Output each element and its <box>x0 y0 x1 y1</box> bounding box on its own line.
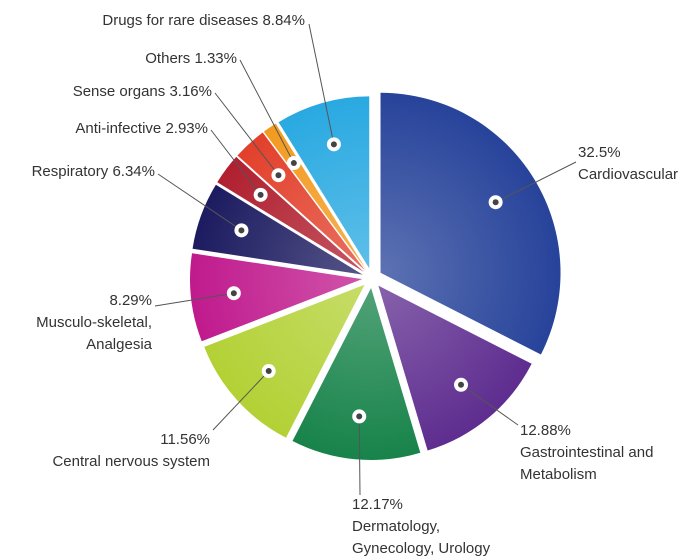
value-label: 6.34% <box>112 163 155 180</box>
pie-slice <box>204 284 365 438</box>
leader-line <box>154 292 234 307</box>
category-label: Cardiovascular <box>578 166 679 183</box>
leader-line <box>358 416 361 496</box>
slice-label: Others 1.33% <box>37 48 237 70</box>
leader-line <box>460 384 519 426</box>
marker-dot <box>265 368 272 375</box>
leader-line <box>495 161 577 203</box>
slice-label: Sense organs 3.16% <box>12 81 212 103</box>
pie-slice <box>378 285 532 451</box>
leader-line <box>239 59 295 164</box>
marker-dot <box>458 381 465 388</box>
pie-slice <box>237 132 366 271</box>
value-label: 2.93% <box>165 120 208 137</box>
leader-line <box>214 92 279 176</box>
marker-dot <box>230 290 237 297</box>
leader-line <box>308 23 335 145</box>
marker-dot <box>275 172 282 179</box>
category-label: Drugs for rare diseases <box>102 12 259 29</box>
value-label: 1.33% <box>194 50 237 67</box>
leader-line <box>212 370 270 431</box>
value-label: 3.16% <box>169 83 212 100</box>
slice-label: 12.17% Dermatology, Gynecology, Urology <box>352 494 502 560</box>
slice-label: Drugs for rare diseases 8.84% <box>5 10 305 32</box>
category-label: Gastrointestinal and Metabolism <box>520 444 654 483</box>
pie-slice <box>192 184 363 275</box>
value-label: 12.17% <box>352 496 403 513</box>
marker-dot <box>330 141 337 148</box>
marker-dot <box>238 227 245 234</box>
slice-label: 32.5% Cardiovascular <box>578 142 698 186</box>
pie-slice <box>292 287 421 460</box>
value-label: 11.56% <box>160 431 210 448</box>
leader-line <box>210 129 262 196</box>
slice-label: 8.29% Musculo-skeletal, Analgesia <box>2 290 152 356</box>
slice-label: Anti-infective 2.93% <box>8 118 208 140</box>
marker-dot <box>290 160 297 167</box>
slice-label: 11.56% Central nervous system <box>0 429 210 473</box>
slice-label: Respiratory 6.34% <box>0 161 155 183</box>
leader-line <box>157 173 242 231</box>
category-label: Sense organs <box>72 83 166 100</box>
slice-label: 12.88% Gastrointestinal and Metabolism <box>520 420 670 486</box>
value-label: 8.29% <box>109 292 152 309</box>
category-label: Respiratory <box>31 163 109 180</box>
value-label: 32.5% <box>578 144 621 161</box>
value-label: 12.88% <box>520 422 571 439</box>
category-label: Central nervous system <box>52 453 210 470</box>
category-label: Anti-infective <box>75 120 162 137</box>
value-label: 8.84% <box>262 12 305 29</box>
marker-dot <box>492 199 499 206</box>
category-label: Musculo-skeletal, Analgesia <box>36 314 152 353</box>
pie-slice <box>380 92 561 355</box>
category-label: Others <box>145 50 191 67</box>
marker-dot <box>356 413 363 420</box>
pie-slice <box>278 96 370 269</box>
pie-slice <box>190 253 363 342</box>
marker-dot <box>257 191 264 198</box>
category-label: Dermatology, Gynecology, Urology <box>352 518 491 557</box>
